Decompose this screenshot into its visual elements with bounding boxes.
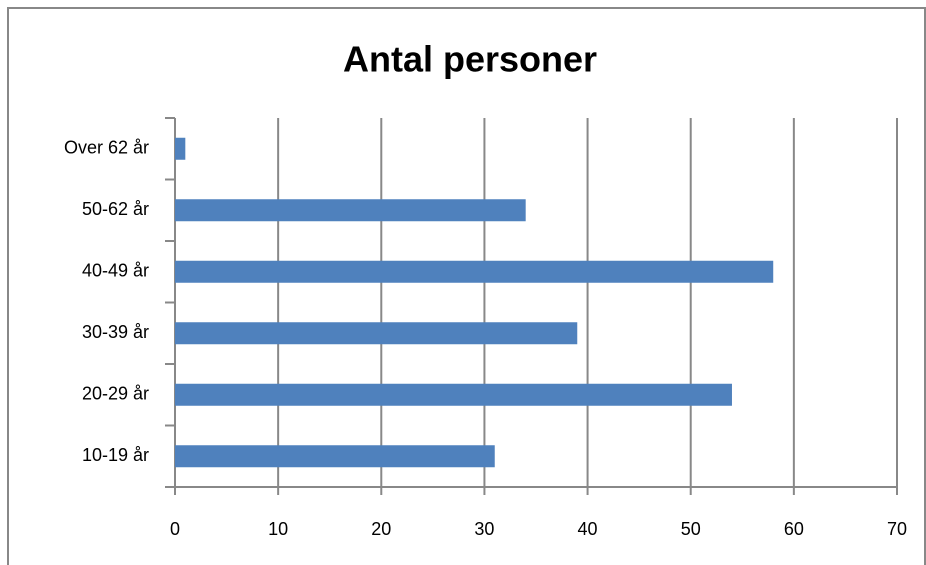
bar [175,199,526,222]
y-tick-label: 20-29 år [82,384,149,404]
bar [175,137,186,160]
y-tick-label: 30-39 år [82,322,149,342]
y-tick-label: Over 62 år [64,138,149,158]
x-tick-label: 0 [170,519,180,539]
x-tick-label: 30 [474,519,494,539]
chart-border [7,7,926,565]
x-tick-label: 50 [681,519,701,539]
y-tick-label: 10-19 år [82,445,149,465]
bar [175,383,732,406]
y-tick-label: 40-49 år [82,261,149,281]
x-tick-label: 60 [784,519,804,539]
x-tick-label: 10 [268,519,288,539]
y-tick-label: 50-62 år [82,199,149,219]
x-tick-label: 40 [578,519,598,539]
bar [175,260,774,283]
bar [175,322,578,345]
x-tick-label: 70 [887,519,907,539]
bar [175,445,495,468]
x-tick-label: 20 [371,519,391,539]
chart-title: Antal personer [343,39,597,80]
